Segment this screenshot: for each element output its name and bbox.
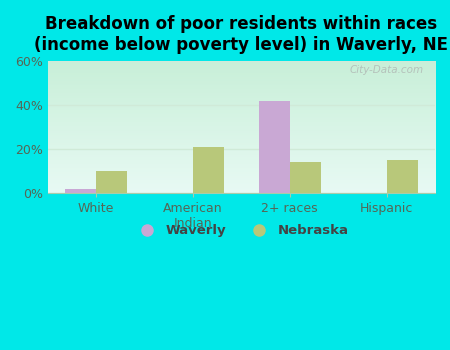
Bar xyxy=(387,160,418,194)
Legend: Waverly, Nebraska: Waverly, Nebraska xyxy=(129,219,354,243)
Bar xyxy=(96,171,127,194)
Title: Breakdown of poor residents within races
(income below poverty level) in Waverly: Breakdown of poor residents within races… xyxy=(34,15,448,54)
Bar xyxy=(65,189,96,194)
Bar xyxy=(290,162,321,194)
Text: City-Data.com: City-Data.com xyxy=(349,65,423,75)
Bar xyxy=(193,147,224,194)
Bar xyxy=(259,101,290,194)
